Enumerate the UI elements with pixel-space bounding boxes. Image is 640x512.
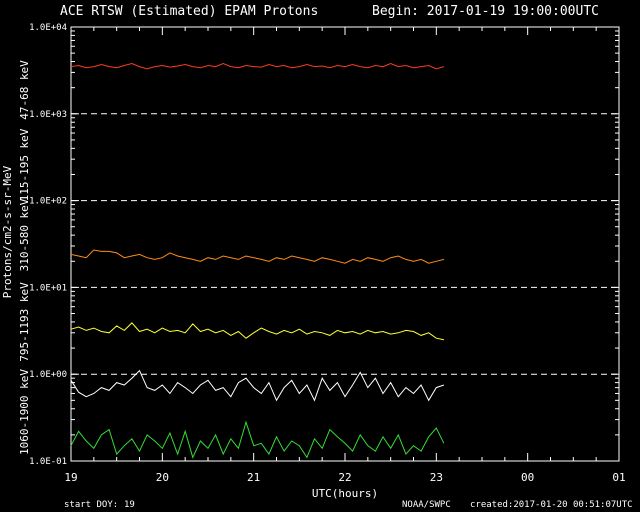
x-axis-label: UTC(hours) <box>312 487 378 500</box>
y-tick-label: 1.0E+01 <box>29 283 67 293</box>
x-tick-label: 22 <box>338 471 351 484</box>
start-doy-label: start DOY: <box>64 500 118 510</box>
series-line <box>70 62 445 70</box>
y-tick-label: 1.0E-01 <box>29 457 67 467</box>
series-lines <box>70 62 445 459</box>
series-line <box>70 322 444 341</box>
y-tick-label: 1.0E+02 <box>29 197 67 207</box>
created-timestamp: created:2017-01-20 00:51:07UTC <box>470 500 633 510</box>
legend-47-68: 47-68 keV <box>18 60 31 120</box>
y-tick-label: 1.0E+03 <box>29 110 67 120</box>
grid <box>71 113 619 375</box>
y-tick-label: 1.0E+00 <box>29 370 67 380</box>
x-tick-label: 23 <box>430 471 443 484</box>
x-tick-label: 21 <box>247 471 260 484</box>
start-doy-value: 19 <box>124 500 135 510</box>
y-tick-label: 1.0E+04 <box>29 23 67 33</box>
x-axis: 19 20 21 22 23 00 01 <box>64 27 626 484</box>
series-line <box>70 420 445 459</box>
source-label: NOAA/SWPC <box>402 500 451 510</box>
legend-795-1193: 795-1193 keV <box>18 282 31 362</box>
begin-time: Begin: 2017-01-19 19:00:00UTC <box>372 4 599 19</box>
x-tick-label: 01 <box>612 471 625 484</box>
x-tick-label: 00 <box>521 471 534 484</box>
y-axis-label: Protons/cm2-s-sr-MeV <box>1 165 14 298</box>
series-line <box>70 249 445 264</box>
legend-310-580: 310-580 keV <box>18 198 31 271</box>
series-line <box>70 369 445 402</box>
y-axis: 1.0E-01 1.0E+00 1.0E+01 1.0E+02 1.0E+03 1.0E+… <box>29 23 619 467</box>
legend-115-195: 115-195 keV <box>18 128 31 201</box>
x-tick-label: 20 <box>156 471 169 484</box>
chart-title: ACE RTSW (Estimated) EPAM Protons <box>60 4 318 19</box>
legend-1060-1900: 1060-1900 keV <box>18 369 31 455</box>
x-tick-label: 19 <box>64 471 77 484</box>
